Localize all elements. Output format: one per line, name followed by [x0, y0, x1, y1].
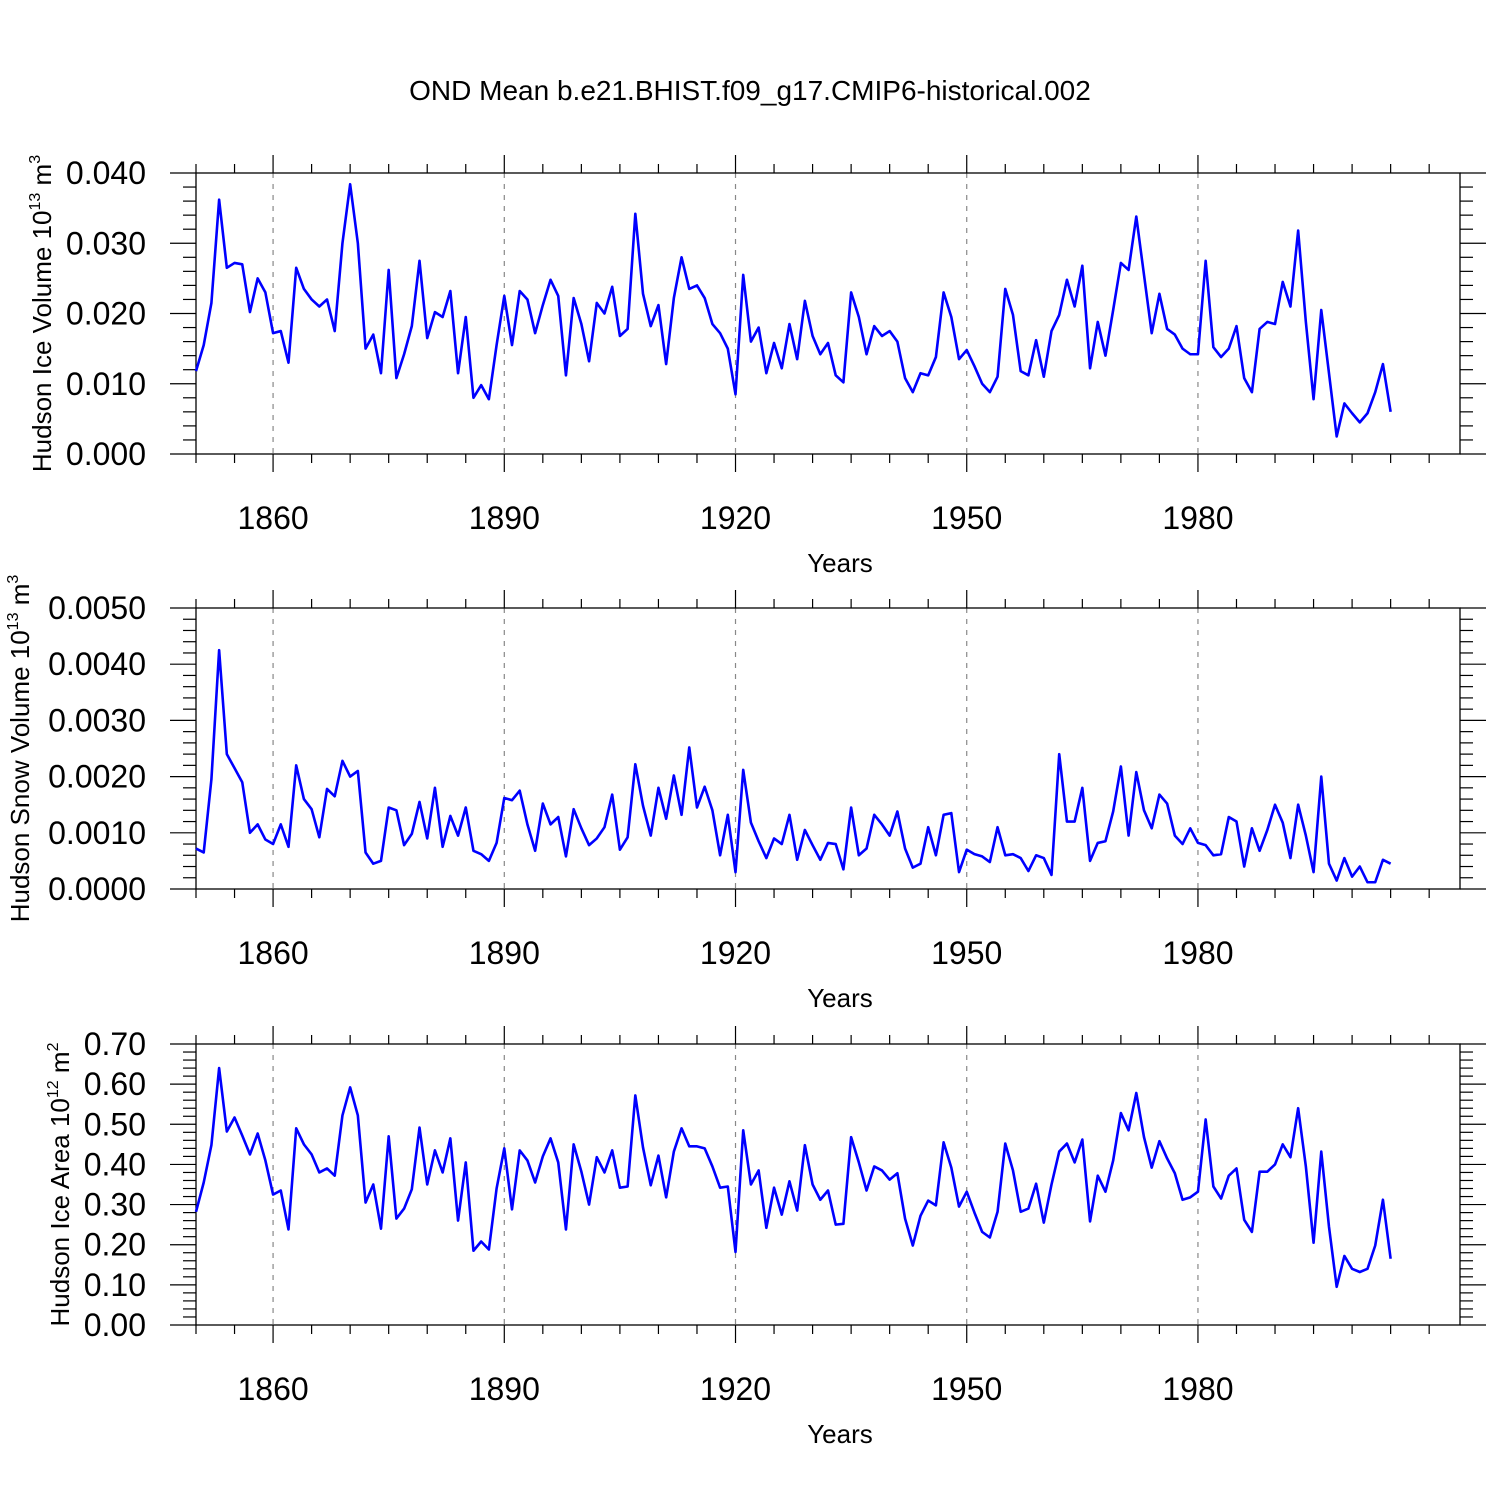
x-tick-label: 1920	[700, 1371, 771, 1407]
panels: 1860 1890 1920 1950 1980 Years 0.000 0.010 0.020…	[5, 155, 1486, 1449]
x-tick-label: 1980	[1162, 500, 1233, 536]
panel-ice: 1860 1890 1920 1950 1980 Years 0.000 0.010 0.020…	[27, 155, 1486, 578]
y-tick-label: 0.0020	[48, 759, 146, 795]
x-tick-label: 1920	[700, 500, 771, 536]
y-axis-label-main: Hudson Ice Area 10	[45, 1098, 75, 1326]
y-tick-label: 0.40	[84, 1146, 146, 1182]
y-axis-label-main: Hudson Ice Volume 10	[27, 210, 57, 472]
y-tick-label: 0.0030	[48, 702, 146, 738]
x-axis-label: Years	[807, 983, 873, 1013]
x-tick-label: 1950	[931, 935, 1002, 971]
x-tick-label: 1890	[469, 500, 540, 536]
y-axis-label-unit: m	[45, 1051, 75, 1080]
y-tick-label: 0.000	[66, 436, 146, 472]
y-axis-label-unit-exponent: 3	[27, 155, 44, 164]
y-axis-label: Hudson Ice Volume 1013 m3	[27, 155, 57, 472]
y-axis-label: Hudson Snow Volume 1013 m3	[5, 575, 35, 923]
y-tick-label: 0.50	[84, 1106, 146, 1142]
x-tick-label: 1950	[931, 1371, 1002, 1407]
x-axis-label: Years	[807, 548, 873, 578]
panel-snow: 1860 1890 1920 1950 1980 Years 0.0000 0.0010 0.0…	[5, 575, 1486, 1013]
y-tick-label: 0.70	[84, 1026, 146, 1062]
y-tick-label: 0.040	[66, 155, 146, 191]
x-tick-label: 1860	[237, 500, 308, 536]
x-tick-label: 1860	[237, 1371, 308, 1407]
series-line-snow	[195, 648, 1392, 884]
x-tick-label: 1950	[931, 500, 1002, 536]
y-tick-label: 0.10	[84, 1267, 146, 1303]
x-tick-label: 1920	[700, 935, 771, 971]
x-tick-label: 1860	[237, 935, 308, 971]
x-tick-label: 1890	[469, 935, 540, 971]
series-line-ice	[194, 182, 1392, 438]
x-axis-label: Years	[807, 1419, 873, 1449]
y-tick-label: 0.0010	[48, 815, 146, 851]
y-axis-label-unit: m	[5, 584, 35, 613]
y-axis-label-unit: m	[27, 164, 57, 193]
panel-area: 1860 1890 1920 1950 1980 Years 0.00 0.10 0.20 0.3…	[45, 1026, 1486, 1449]
y-axis-label-exponent: 13	[5, 612, 22, 630]
x-tick-label: 1980	[1162, 1371, 1233, 1407]
y-axis-label: Hudson Ice Area 1012 m2	[45, 1042, 75, 1326]
plot-frame	[195, 1043, 1461, 1326]
y-tick-label: 0.30	[84, 1187, 146, 1223]
y-tick-label: 0.0040	[48, 646, 146, 682]
y-axis-label-unit-exponent: 2	[45, 1042, 62, 1051]
x-tick-label: 1890	[469, 1371, 540, 1407]
y-axis-label-unit-exponent: 3	[5, 575, 22, 584]
y-tick-label: 0.020	[66, 296, 146, 332]
y-tick-label: 0.60	[84, 1066, 146, 1102]
y-axis-label-exponent: 13	[27, 193, 44, 211]
y-tick-label: 0.20	[84, 1227, 146, 1263]
y-tick-label: 0.030	[66, 225, 146, 261]
y-axis-label-exponent: 12	[45, 1080, 62, 1098]
y-tick-label: 0.00	[84, 1307, 146, 1343]
y-tick-label: 0.0050	[48, 590, 146, 626]
y-tick-label: 0.010	[66, 366, 146, 402]
y-axis-label-main: Hudson Snow Volume 10	[5, 630, 35, 922]
series-line-area	[194, 1066, 1392, 1289]
chart-title: OND Mean b.e21.BHIST.f09_g17.CMIP6-histo…	[409, 75, 1091, 106]
x-tick-label: 1980	[1162, 935, 1233, 971]
y-tick-label: 0.0000	[48, 871, 146, 907]
plot-frame	[195, 607, 1461, 890]
